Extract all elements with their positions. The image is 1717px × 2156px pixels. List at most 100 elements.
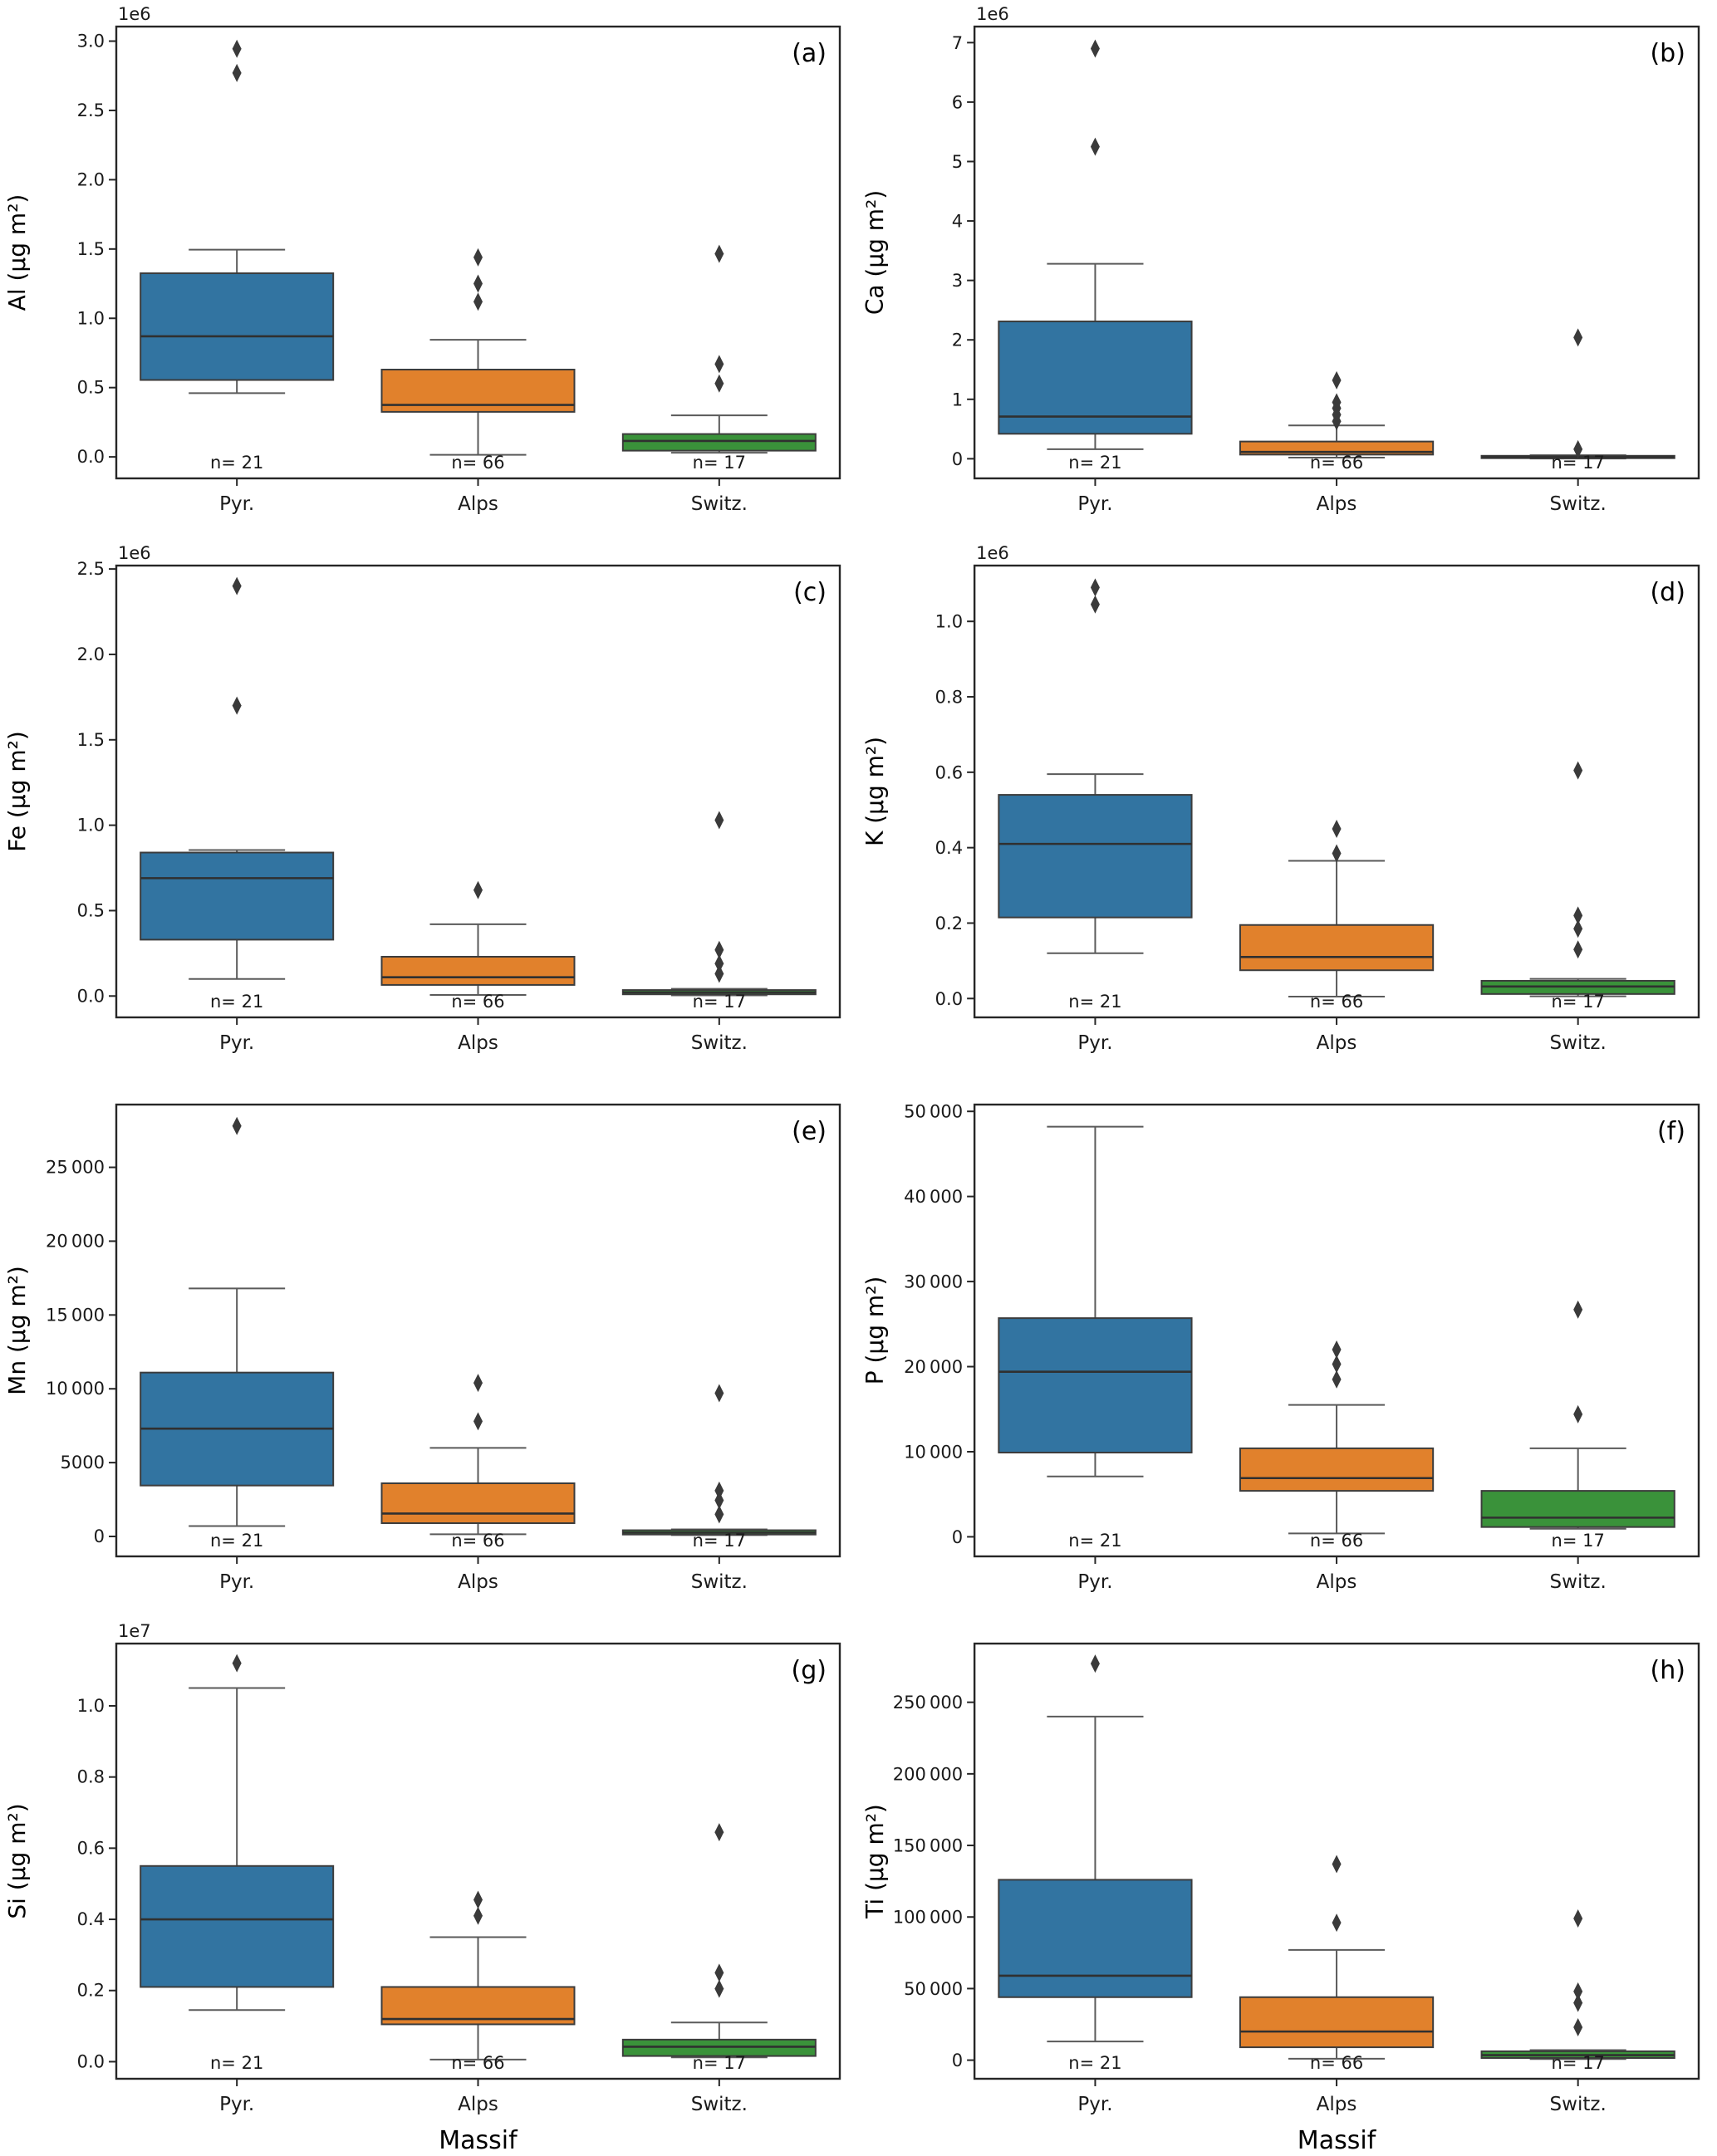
y-axis-label: Ca (µg m²): [861, 190, 889, 315]
x-tick-label: Switz.: [691, 493, 748, 515]
x-tick-label: Switz.: [1550, 493, 1607, 515]
y-tick-label: 6: [952, 91, 963, 112]
y-tick-label: 0: [952, 2050, 963, 2070]
y-tick-label: 0.0: [77, 447, 105, 467]
box-pyr: [998, 794, 1193, 919]
box-pyr: [140, 851, 335, 941]
outlier-marker: [1573, 328, 1583, 347]
x-tick-label: Pyr.: [219, 2094, 254, 2115]
sample-size-label: n= 21: [210, 1531, 263, 1551]
y-tick-label: 0.4: [935, 837, 963, 858]
outlier-marker: [473, 292, 483, 311]
sample-size-label: n= 21: [1068, 991, 1121, 1012]
y-tick-label: 0: [94, 1526, 105, 1546]
y-tick-label: 50 000: [904, 1978, 963, 1999]
axes-spines: [973, 1103, 1700, 1558]
y-tick-label: 0.0: [77, 986, 105, 1006]
y-tick-label: 1.0: [77, 816, 105, 835]
x-tick-label: Alps: [458, 493, 498, 515]
boxplot-svg-g: n= 21 Pyr. n= 66 Alps n= 17 Switz. 0.0 0.2 0.4 0.…: [3, 1621, 841, 2155]
outlier-marker: [714, 1491, 724, 1510]
sample-size-label: n= 66: [1310, 452, 1363, 473]
y-tick-label: 3.0: [77, 32, 105, 51]
y-axis-label: P (µg m²): [861, 1276, 889, 1385]
axes-spines: [115, 564, 841, 1019]
x-tick-label: Switz.: [1550, 1571, 1607, 1593]
sample-size-label: n= 66: [451, 1531, 504, 1551]
outlier-marker: [1573, 439, 1583, 458]
axis-offset-label: 1e7: [118, 1621, 151, 1641]
sample-size-label: n= 66: [451, 453, 504, 473]
x-tick-label: Alps: [458, 1032, 498, 1054]
outlier-marker: [1332, 1340, 1342, 1360]
outlier-marker: [1573, 1993, 1583, 2012]
x-tick-label: Pyr.: [219, 1571, 254, 1593]
outlier-marker: [473, 247, 483, 267]
sample-size-label: n= 17: [1551, 452, 1604, 473]
sample-size-label: n= 17: [1551, 2052, 1604, 2073]
outlier-marker: [714, 1481, 724, 1500]
box-pyr: [998, 1317, 1193, 1454]
sample-size-label: n= 21: [210, 2053, 263, 2073]
x-tick-label: Switz.: [691, 1571, 748, 1593]
x-tick-label: Switz.: [691, 2094, 748, 2115]
sample-size-label: n= 66: [1310, 991, 1363, 1012]
y-tick-label: 0.8: [77, 1767, 105, 1787]
y-tick-label: 2: [952, 330, 963, 350]
outlier-marker: [714, 244, 724, 263]
outlier-marker: [473, 274, 483, 293]
outlier-marker: [1573, 919, 1583, 938]
outlier-marker: [1573, 1404, 1583, 1423]
outlier-marker: [1090, 1654, 1100, 1673]
x-tick-label: Pyr.: [219, 1032, 254, 1054]
outlier-marker: [1332, 1855, 1342, 1874]
outlier-marker: [1332, 1355, 1342, 1374]
box-alps: [1239, 1447, 1435, 1492]
box-pyr: [140, 272, 335, 381]
box-pyr: [140, 1864, 335, 1988]
x-axis-label: Massif: [439, 2126, 518, 2155]
outlier-marker: [1573, 2017, 1583, 2036]
y-tick-label: 7: [952, 32, 963, 53]
y-tick-label: 0.0: [77, 2051, 105, 2071]
panel-letter: (e): [792, 1117, 827, 1146]
y-tick-label: 100 000: [893, 1907, 963, 1928]
outlier-marker: [1090, 137, 1100, 156]
box-alps: [380, 955, 576, 986]
y-axis-label: Ti (µg m²): [861, 1804, 889, 1919]
sample-size-label: n= 21: [210, 453, 263, 473]
y-tick-label: 0.2: [77, 1981, 105, 2001]
x-tick-label: Alps: [458, 2094, 498, 2115]
x-tick-label: Alps: [458, 1571, 498, 1593]
boxplot-svg-a: n= 21 Pyr. n= 66 Alps n= 17 Switz. 0.0 0.5 1.0 1.…: [3, 4, 841, 515]
y-tick-label: 40 000: [904, 1186, 963, 1207]
y-tick-label: 250 000: [893, 1692, 963, 1713]
axes-spines: [973, 1642, 1700, 2080]
outlier-marker: [714, 1505, 724, 1524]
y-tick-label: 0.5: [77, 900, 105, 920]
y-tick-label: 15 000: [46, 1305, 105, 1325]
boxplot-svg-d: n= 21 Pyr. n= 66 Alps n= 17 Switz. 0.0 0.2 0.4 0.…: [861, 542, 1700, 1054]
outlier-marker: [1332, 393, 1342, 412]
outlier-marker: [1573, 1909, 1583, 1928]
y-tick-label: 0.5: [77, 378, 105, 398]
outlier-marker: [473, 1890, 483, 1909]
panel-a: n= 21 Pyr. n= 66 Alps n= 17 Switz. 0.0 0.5 1.0 1.…: [0, 0, 858, 539]
panel-h: n= 21 Pyr. n= 66 Alps n= 17 Switz. 0 50 000 100 …: [858, 1617, 1717, 2156]
y-tick-label: 0.6: [77, 1838, 105, 1858]
y-tick-label: 4: [952, 211, 963, 232]
panel-e: n= 21 Pyr. n= 66 Alps n= 17 Switz. 0 5000 10 000…: [0, 1078, 858, 1617]
outlier-marker: [473, 1412, 483, 1431]
sample-size-label: n= 21: [210, 992, 263, 1012]
y-tick-label: 5000: [61, 1453, 105, 1472]
axis-offset-label: 1e6: [118, 4, 151, 24]
outlier-marker: [1573, 906, 1583, 925]
sample-size-label: n= 21: [1068, 452, 1121, 473]
x-tick-label: Alps: [1317, 1571, 1357, 1593]
panel-letter: (g): [792, 1656, 827, 1685]
panel-d: n= 21 Pyr. n= 66 Alps n= 17 Switz. 0.0 0.2 0.4 0.…: [858, 539, 1717, 1078]
y-tick-label: 2.0: [77, 644, 105, 664]
sample-size-label: n= 17: [1551, 991, 1604, 1012]
y-tick-label: 2.5: [77, 559, 105, 579]
